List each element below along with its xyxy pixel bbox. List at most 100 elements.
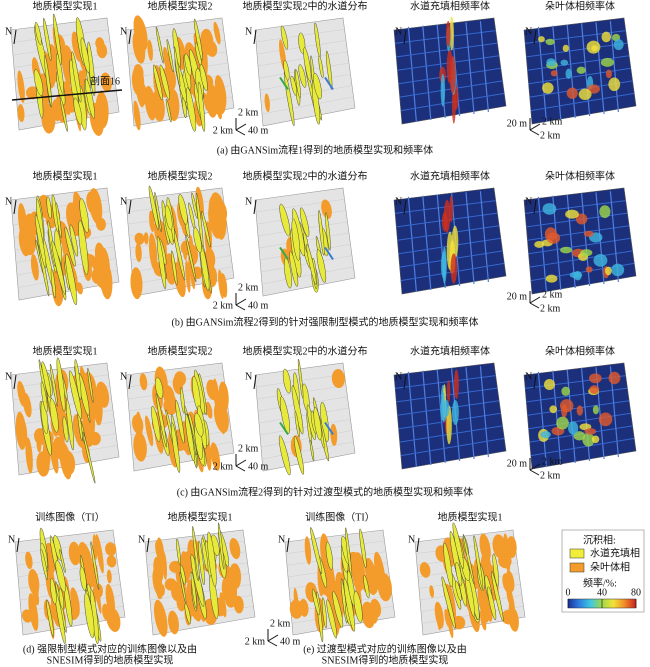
volume-slice (566, 369, 576, 464)
frequency-blob (573, 431, 586, 441)
arrow (324, 246, 334, 260)
channel-body (279, 203, 291, 237)
volume-slice (525, 200, 626, 214)
frequency-blob (549, 405, 558, 414)
arrow (324, 76, 334, 90)
frequency-blob (449, 16, 454, 51)
lobe-body (139, 373, 148, 391)
channel-body (180, 387, 186, 414)
channel-body (295, 69, 301, 99)
channel-body (165, 98, 172, 123)
north-arrow (128, 199, 132, 215)
north-label: N (120, 26, 127, 37)
channel-body (43, 17, 52, 61)
colorbar-tick-label: 0 (566, 587, 571, 598)
section-label: 剖面16 (90, 74, 120, 87)
channel-body (359, 528, 367, 569)
frequency-blob (575, 213, 588, 225)
lobe-body (324, 572, 336, 594)
lobe-body (203, 92, 209, 111)
north-arrow (403, 29, 407, 45)
channel-body (34, 214, 47, 269)
channel-body (90, 541, 100, 590)
lobe-body (147, 39, 153, 61)
volume-slice (422, 25, 432, 121)
north-label: N (395, 371, 402, 382)
channel-body (283, 60, 290, 81)
north-label: N (245, 196, 252, 207)
lobe-body (331, 368, 345, 389)
channel-body (455, 580, 462, 601)
frequency-blob (443, 199, 451, 233)
scale-label: 40 m (248, 461, 269, 472)
lobe-body (36, 436, 42, 453)
channel-body (280, 25, 289, 50)
frequency-blob (608, 371, 621, 385)
lobe-body (506, 585, 513, 606)
lobe-body (218, 381, 229, 412)
channel-body (197, 81, 206, 132)
channel-body (363, 575, 370, 599)
north-label: N (245, 26, 252, 37)
legend-title: 沉积相: (583, 533, 616, 546)
geo-model-block (254, 187, 356, 297)
block-grid (258, 407, 350, 424)
lobe-body (482, 588, 493, 622)
channel-body (190, 571, 197, 609)
lobe-body (98, 247, 110, 282)
frequency-blob (601, 31, 612, 43)
lobe-body (30, 254, 39, 281)
frequency-blob (540, 431, 551, 439)
channel-body (289, 251, 299, 287)
channel-body (33, 69, 44, 96)
channel-body (298, 32, 306, 54)
panel-title: 地质模型实现2 (148, 169, 213, 182)
channel-body (190, 554, 205, 607)
lobe-body (135, 242, 142, 263)
legend-label: 水道充填相 (590, 546, 640, 559)
north-arrow (533, 29, 537, 45)
channel-body (79, 198, 89, 233)
north-arrow (253, 374, 257, 390)
channel-body (155, 377, 164, 399)
frequency-blob (451, 225, 459, 259)
frequency-volume (393, 362, 507, 470)
legend-title: 频率/%: (583, 576, 617, 589)
lobe-body (233, 595, 244, 614)
lobe-body (218, 269, 225, 299)
lobe-body (153, 599, 168, 637)
channel-body (46, 196, 52, 219)
channel-body (185, 413, 195, 462)
volume-slice (609, 21, 619, 113)
frequency-blob (449, 55, 456, 94)
lobe-body (25, 551, 33, 570)
lobe-body (168, 610, 179, 635)
channel-body (491, 570, 504, 622)
frequency-blob (578, 88, 592, 101)
channel-body (44, 55, 53, 108)
row-caption: (b) 由GANSim流程2得到的针对强限制型模式的地质模型实现和频率体 (172, 315, 479, 328)
block-grid (255, 199, 345, 213)
channel-body (173, 46, 181, 87)
channel-body (283, 257, 292, 289)
channel-body (318, 210, 325, 256)
row-caption: (c) 由GANSim流程2得到的针对过渡型模式的地质模型实现和频率体 (177, 485, 473, 498)
lobe-body (148, 233, 158, 271)
lobe-body (508, 607, 519, 632)
lobe-body (17, 417, 28, 448)
channel-body (159, 64, 170, 100)
channel-body (353, 590, 363, 623)
channel-body (171, 422, 181, 474)
channel-body (198, 540, 205, 586)
lobe-body (221, 575, 235, 604)
channel-body (473, 535, 484, 590)
lobe-body (135, 411, 143, 446)
lobe-body (210, 442, 221, 471)
north-label: N (120, 196, 127, 207)
channel-body (55, 202, 62, 239)
channel-body (51, 240, 66, 295)
channel-body (78, 220, 89, 276)
lobe-body (185, 262, 192, 279)
lobe-body (130, 267, 143, 300)
scale-label: 40 m (280, 636, 301, 647)
